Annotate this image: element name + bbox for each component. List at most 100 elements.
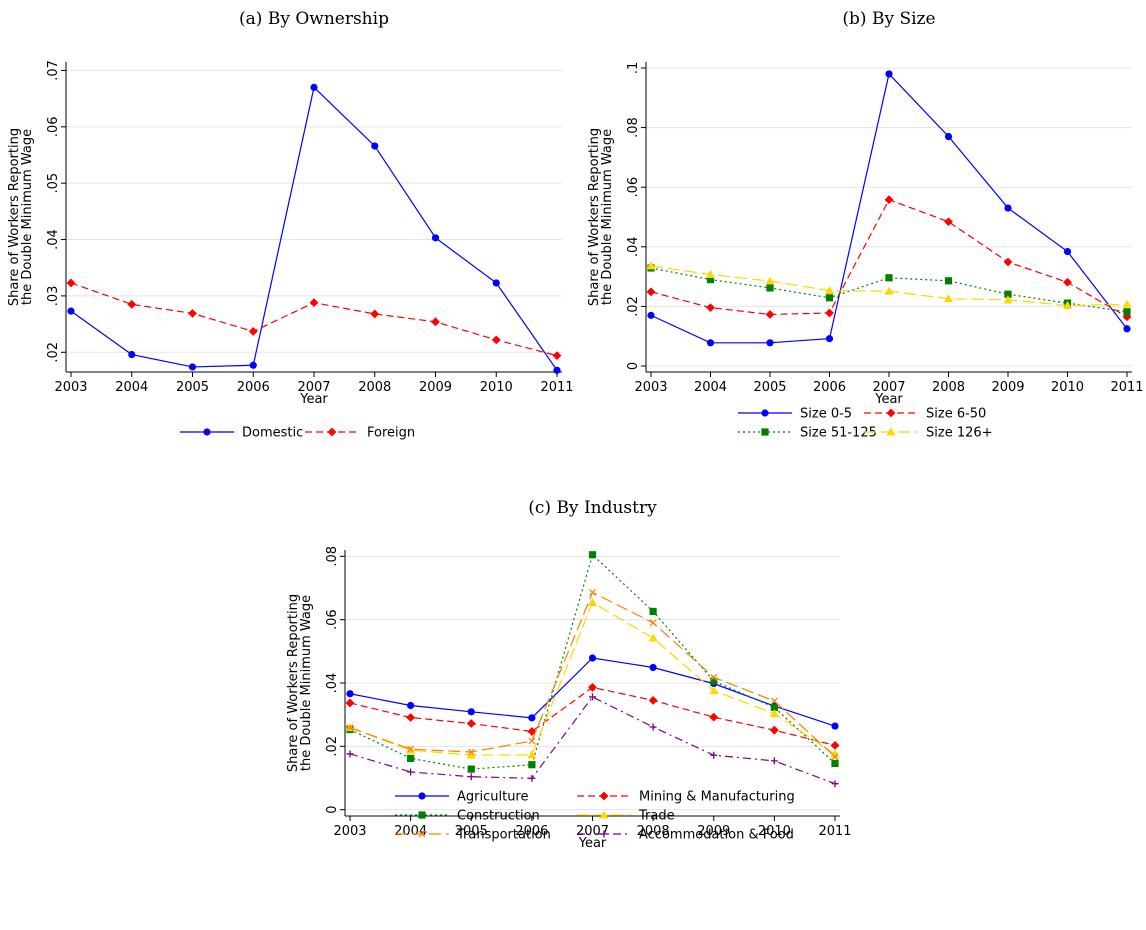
data-point — [710, 673, 718, 681]
y-tick-label: .06 — [626, 177, 641, 198]
legend-label: Construction — [457, 809, 540, 824]
x-tick-label: 2009 — [697, 824, 730, 839]
data-point — [884, 286, 894, 295]
legend-marker — [203, 428, 211, 436]
series-line — [349, 591, 836, 758]
x-axis-label: Year — [299, 392, 328, 407]
data-point — [710, 677, 718, 685]
x-tick-label: 2011 — [818, 824, 851, 839]
data-point — [1123, 308, 1131, 316]
legend-label: Mining & Manufacturing — [639, 790, 795, 805]
data-point — [831, 753, 839, 761]
data-point — [1123, 325, 1131, 333]
data-point — [346, 690, 354, 698]
data-point — [648, 633, 658, 642]
data-point — [466, 719, 476, 728]
y-tick-label: .08 — [626, 117, 641, 138]
x-tick-label: 2010 — [1051, 380, 1084, 395]
chart-title: (b) By Size — [842, 9, 935, 29]
data-point — [528, 761, 536, 769]
data-point — [589, 589, 596, 596]
legend-item: Mining & Manufacturing — [577, 790, 795, 805]
data-point — [1062, 300, 1073, 309]
data-point — [248, 327, 258, 336]
x-tick-label: 2004 — [694, 380, 727, 395]
y-axis-label-line1: Share of Workers Reporting — [286, 594, 301, 772]
x-tick-label: 2008 — [358, 380, 391, 395]
data-point — [1003, 295, 1013, 304]
data-point — [345, 698, 355, 708]
data-point — [770, 697, 778, 705]
series-mining-manufacturing — [345, 683, 840, 750]
data-point — [943, 294, 954, 303]
y-tick-label: .02 — [325, 736, 340, 757]
data-point — [766, 339, 774, 347]
data-point — [649, 723, 657, 731]
data-point — [706, 339, 715, 347]
legend-item: Agriculture — [395, 790, 529, 805]
x-tick-label: 2005 — [176, 380, 209, 395]
x-tick-label: 2007 — [576, 824, 609, 839]
legend: Agriculture Mining & Manufacturing Constru… — [395, 790, 795, 843]
y-axis-label-line1: Share of Workers Reporting — [587, 128, 602, 306]
y-tick-label: .04 — [325, 673, 340, 694]
data-point — [885, 274, 893, 282]
y-axis-label-line2: the Double Minimum Wage — [600, 129, 615, 305]
series-domestic — [67, 83, 561, 374]
series-accommodation-food — [346, 693, 839, 788]
legend-marker — [886, 408, 896, 418]
data-point — [528, 774, 536, 782]
data-point — [831, 780, 839, 788]
data-point — [407, 745, 415, 753]
data-point — [371, 142, 379, 150]
x-tick-label: 2009 — [419, 380, 452, 395]
data-point — [588, 683, 597, 692]
data-point — [467, 748, 475, 756]
x-tick-label: 2006 — [237, 380, 270, 395]
data-point — [431, 317, 440, 327]
series-line — [650, 198, 1128, 318]
data-point — [491, 335, 501, 345]
data-point — [467, 765, 475, 773]
x-tick-label: 2005 — [455, 824, 488, 839]
data-point — [765, 276, 775, 285]
y-tick-label: .1 — [626, 62, 641, 74]
x-tick-label: 2010 — [758, 824, 791, 839]
data-point — [649, 607, 657, 616]
x-tick-label: 2007 — [297, 380, 330, 395]
x-tick-label: 2008 — [932, 380, 965, 395]
x-tick-label: 2009 — [991, 380, 1024, 395]
legend-item: Trade — [577, 809, 675, 824]
data-point — [649, 619, 657, 627]
legend-marker — [418, 811, 426, 819]
data-point — [553, 366, 561, 374]
data-point — [706, 275, 715, 284]
data-point — [884, 195, 894, 205]
y-tick-label: .03 — [46, 286, 61, 307]
data-point — [885, 70, 893, 78]
y-axis-label-line1: Share of Workers Reporting — [7, 128, 22, 306]
data-point — [467, 708, 475, 716]
data-point — [648, 696, 658, 705]
y-tick-label: 0 — [325, 806, 340, 814]
series-line — [349, 553, 836, 770]
data-point — [824, 286, 835, 295]
y-tick-label: .05 — [46, 173, 61, 194]
legend-marker — [600, 830, 608, 838]
data-point — [67, 307, 75, 315]
x-tick-label: 2006 — [813, 380, 846, 395]
chart-1: (b) By Size 0 .02 .04 .06 .08 .1 2003 2004 2005 20… — [587, 9, 1144, 441]
series-line — [70, 282, 558, 357]
series-construction — [346, 551, 839, 773]
x-tick-label: 2003 — [54, 380, 87, 395]
data-point — [127, 299, 137, 309]
data-point — [467, 773, 475, 781]
chart-title: (a) By Ownership — [239, 9, 389, 29]
data-point — [649, 663, 657, 672]
data-point — [825, 308, 834, 318]
x-tick-label: 2006 — [515, 824, 548, 839]
series-size-0-5 — [647, 70, 1131, 347]
data-point — [407, 701, 415, 710]
data-point — [588, 654, 597, 662]
data-point — [769, 709, 779, 718]
